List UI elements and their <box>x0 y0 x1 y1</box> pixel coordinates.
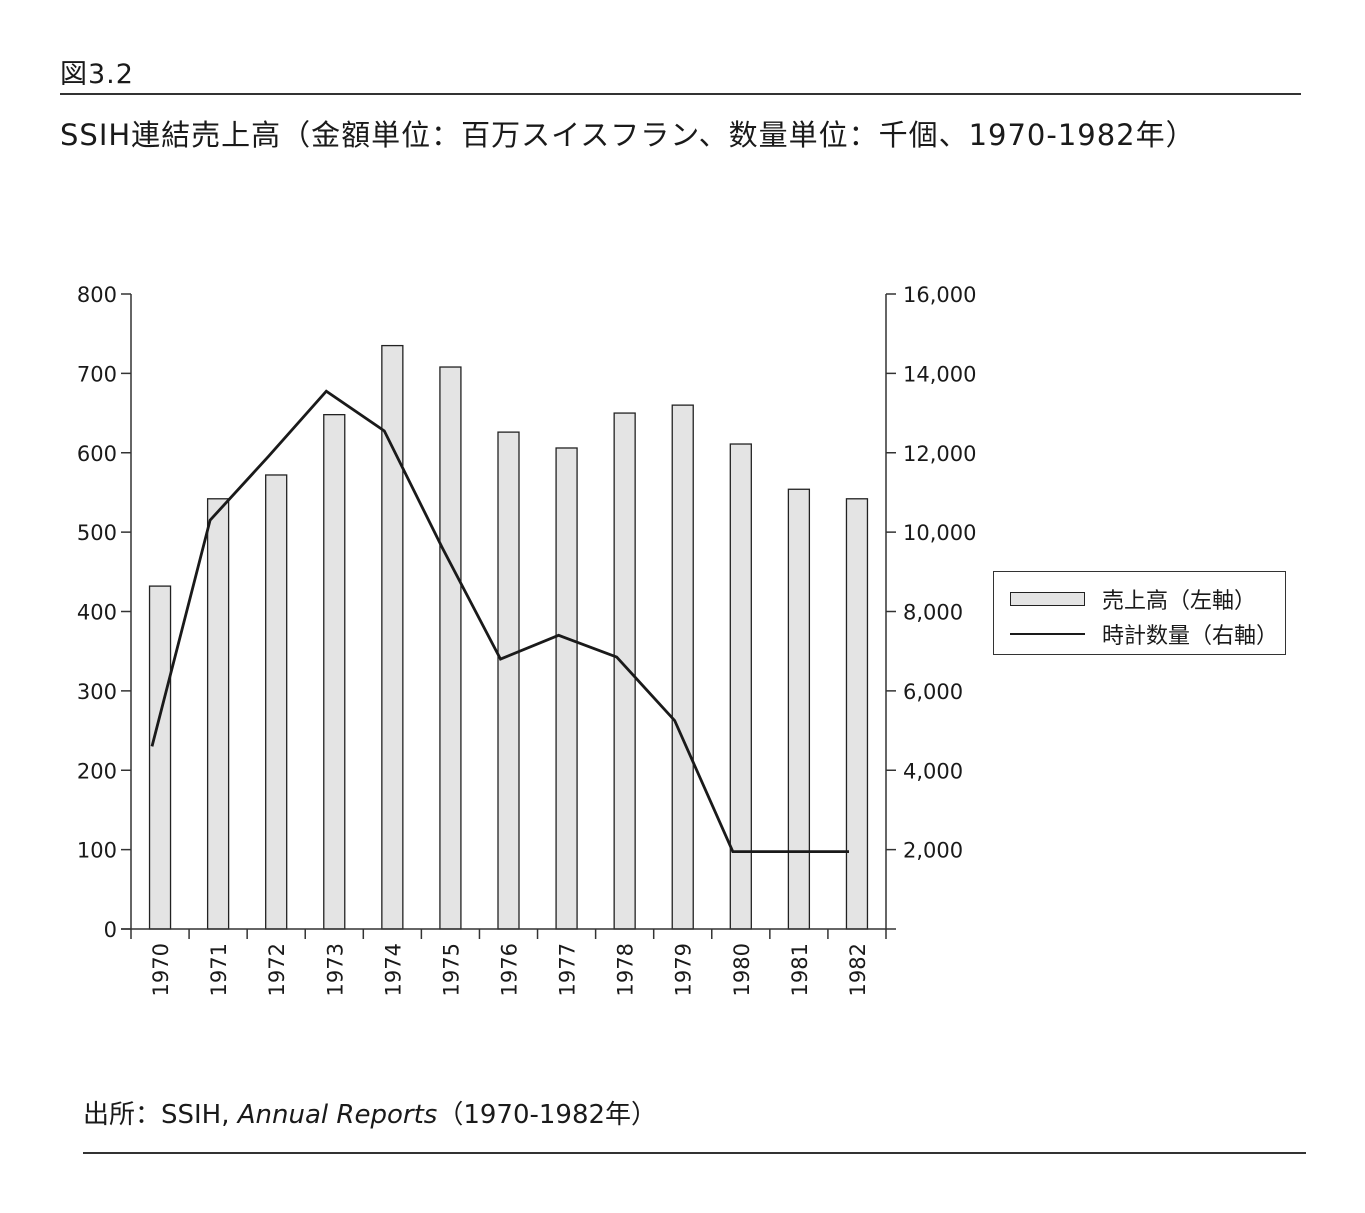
right-tick-label-16000: 16,000 <box>903 283 976 307</box>
bar-1971 <box>208 499 229 929</box>
x-label-1980: 1980 <box>730 943 754 996</box>
right-tick-label-14000: 14,000 <box>903 362 976 386</box>
x-label-1979: 1979 <box>672 943 696 996</box>
x-label-1976: 1976 <box>498 943 522 996</box>
left-tick-label-100: 100 <box>77 839 117 863</box>
left-tick-label-500: 500 <box>77 521 117 545</box>
left-tick-label-300: 300 <box>77 680 117 704</box>
left-tick-label-400: 400 <box>77 601 117 625</box>
left-tick-label-200: 200 <box>77 759 117 783</box>
left-tick-label-800: 800 <box>77 283 117 307</box>
bar-1978 <box>614 413 635 929</box>
bar-1980 <box>730 444 751 929</box>
x-label-1981: 1981 <box>788 943 812 996</box>
x-label-1977: 1977 <box>556 943 580 996</box>
left-tick-label-600: 600 <box>77 442 117 466</box>
bar-1981 <box>788 489 809 929</box>
right-tick-label-10000: 10,000 <box>903 521 976 545</box>
source-italic-title: Annual Reports <box>238 1100 438 1130</box>
bar-1979 <box>672 405 693 929</box>
left-tick-label-700: 700 <box>77 362 117 386</box>
right-tick-label-12000: 12,000 <box>903 442 976 466</box>
bar-1982 <box>846 499 867 929</box>
right-tick-label-4000: 4,000 <box>903 759 963 783</box>
legend-item-quantity: 時計数量（右軸） <box>1010 619 1278 649</box>
right-tick-label-2000: 2,000 <box>903 839 963 863</box>
x-label-1978: 1978 <box>614 943 638 996</box>
legend-label-sales: 売上高（左軸） <box>1102 583 1256 615</box>
legend: 売上高（左軸） 時計数量（右軸） <box>993 571 1286 655</box>
legend-line-swatch <box>1010 633 1085 635</box>
x-label-1973: 1973 <box>323 943 347 996</box>
bar-1977 <box>556 448 577 929</box>
legend-item-sales: 売上高（左軸） <box>1010 584 1256 614</box>
left-tick-label-0: 0 <box>104 918 117 942</box>
source-suffix: （1970-1982年） <box>437 1100 657 1130</box>
right-tick-label-8000: 8,000 <box>903 601 963 625</box>
source-prefix: 出所：SSIH, <box>83 1100 238 1130</box>
x-label-1971: 1971 <box>207 943 231 996</box>
bar-1975 <box>440 367 461 929</box>
bar-1973 <box>324 415 345 929</box>
bar-1972 <box>266 475 287 929</box>
x-label-1970: 1970 <box>149 943 173 996</box>
bottom-rule <box>83 1152 1306 1154</box>
legend-label-quantity: 時計数量（右軸） <box>1102 618 1278 650</box>
right-tick-label-6000: 6,000 <box>903 680 963 704</box>
x-label-1982: 1982 <box>846 943 870 996</box>
x-label-1974: 1974 <box>381 943 405 996</box>
legend-bar-swatch <box>1010 592 1085 606</box>
bar-1970 <box>150 586 171 929</box>
x-label-1975: 1975 <box>439 943 463 996</box>
source-note: 出所：SSIH, Annual Reports（1970-1982年） <box>83 1094 657 1131</box>
bar-1976 <box>498 432 519 929</box>
x-label-1972: 1972 <box>265 943 289 996</box>
bars-layer <box>150 346 868 929</box>
